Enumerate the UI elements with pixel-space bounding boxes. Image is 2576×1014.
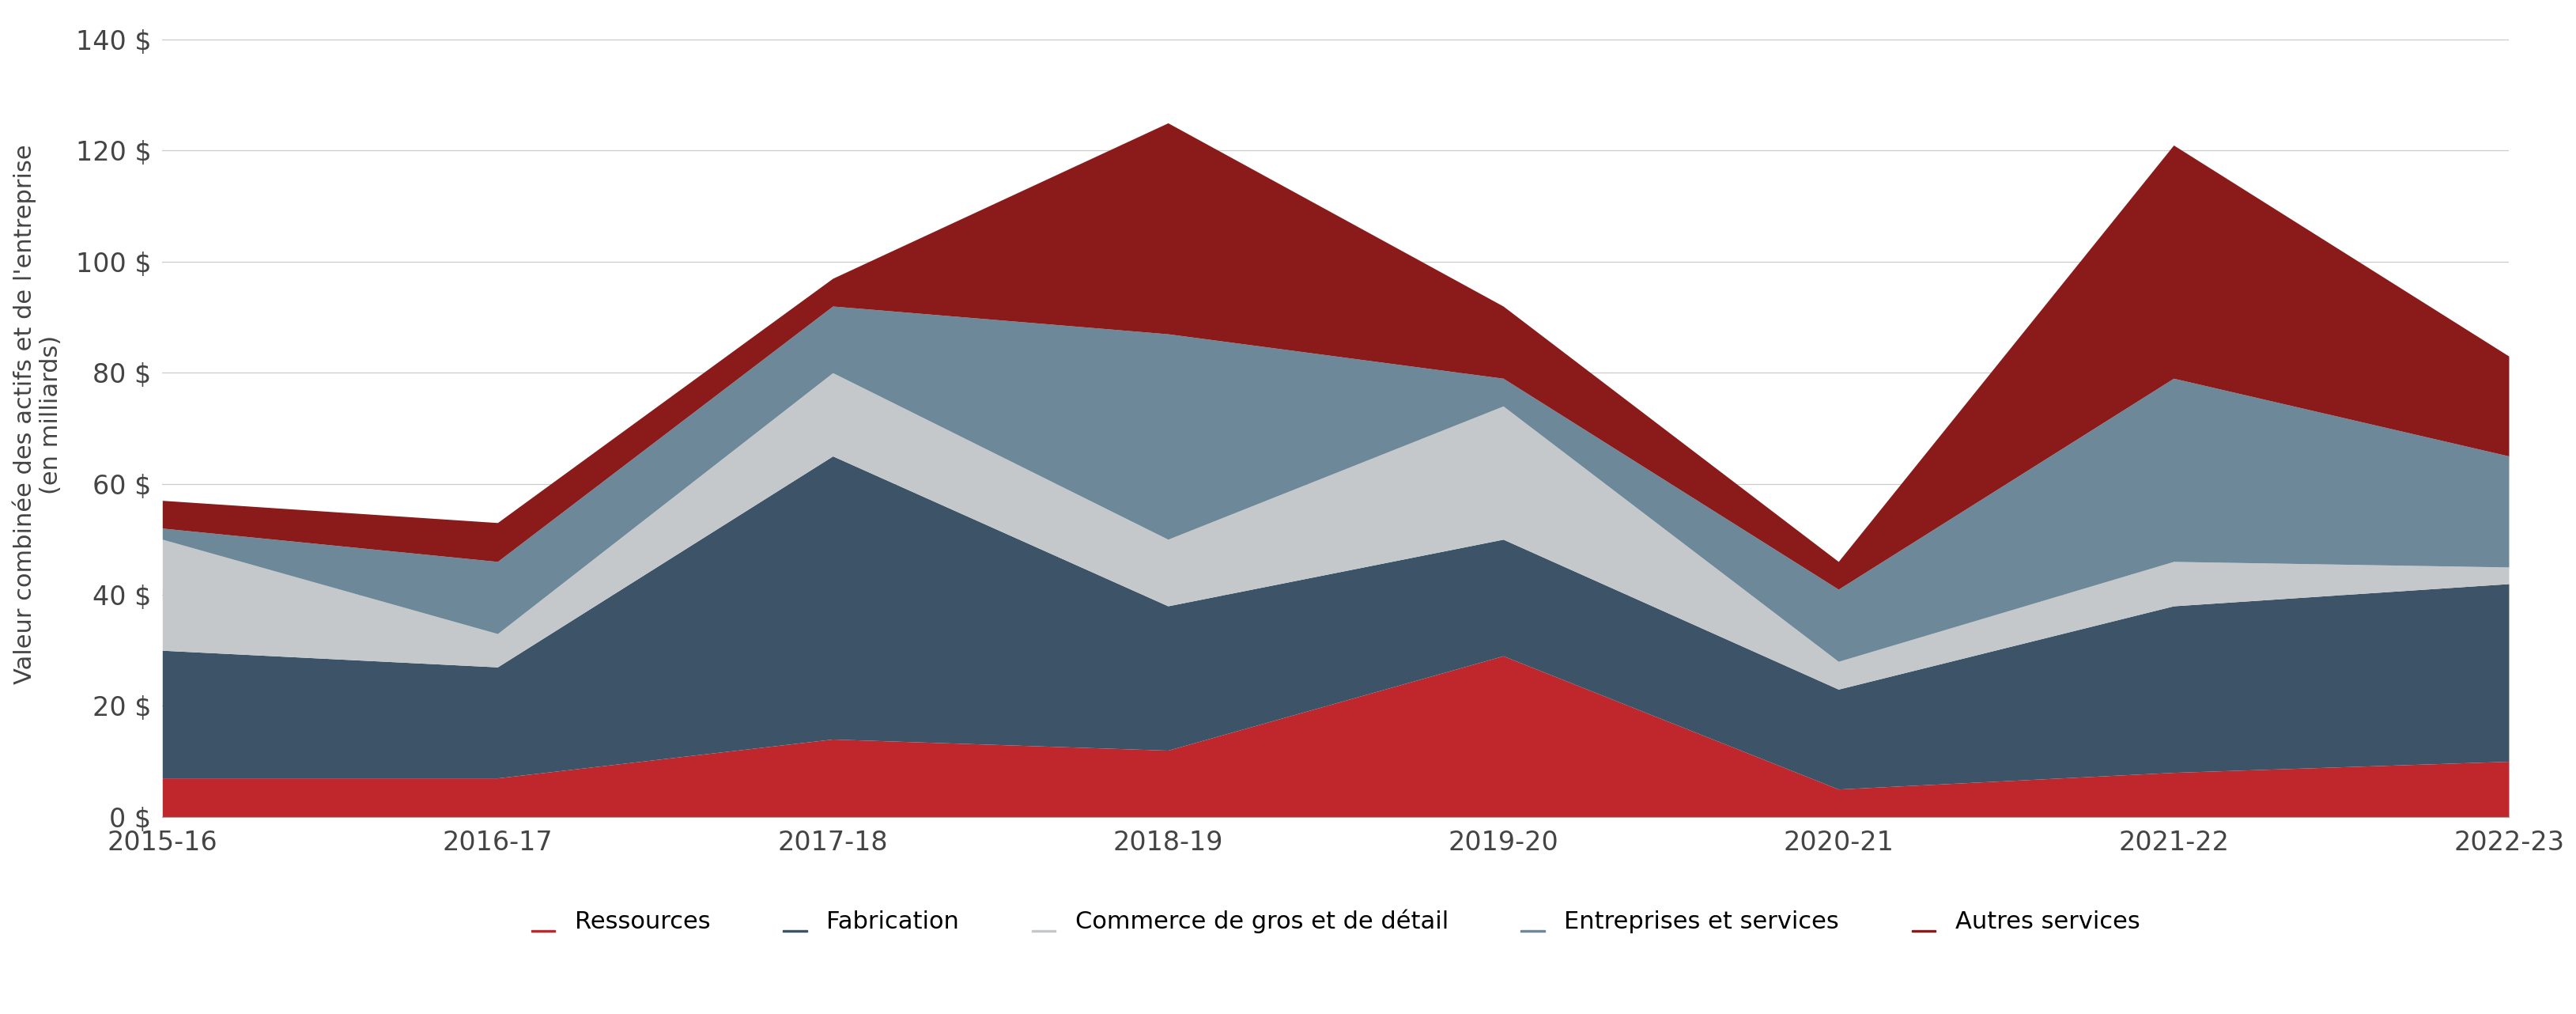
Legend: Ressources, Fabrication, Commerce de gros et de détail, Entreprises et services,: Ressources, Fabrication, Commerce de gro…	[531, 910, 2141, 934]
Y-axis label: Valeur combinée des actifs et de l'entreprise
(en milliards): Valeur combinée des actifs et de l'entre…	[13, 144, 62, 684]
